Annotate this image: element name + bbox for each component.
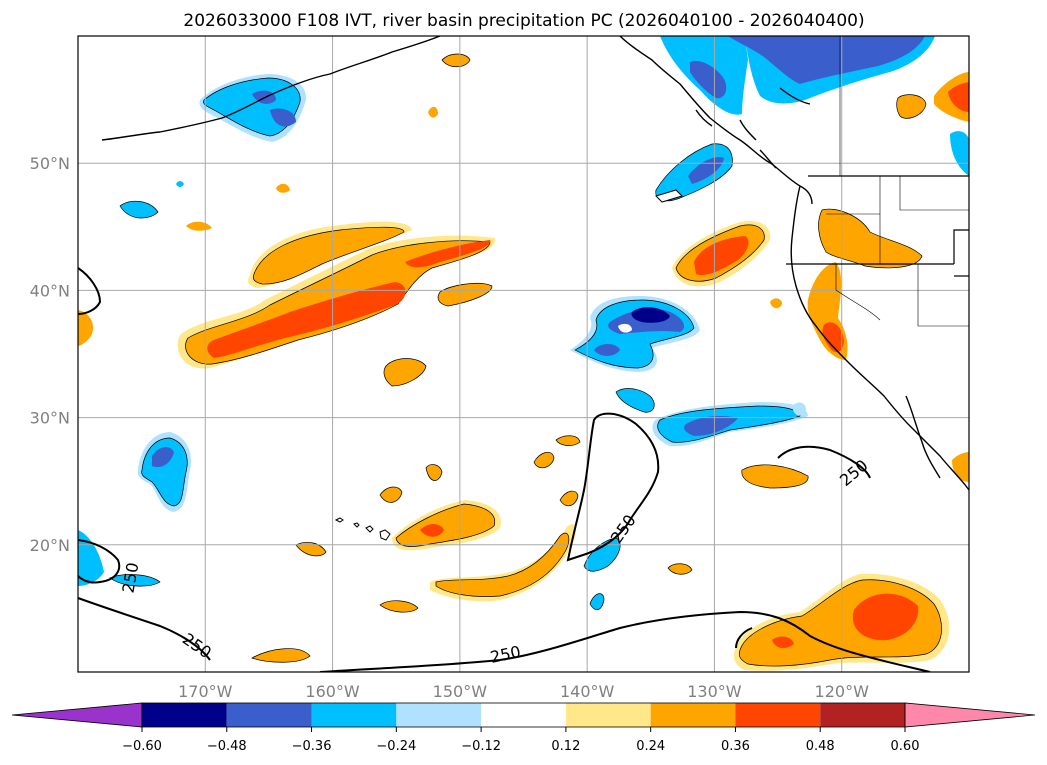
colorbar-cell [650,703,736,727]
colorbar-cell [142,703,227,727]
lon-tick-label: 160°W [305,682,360,701]
colorbar-tick-label: −0.60 [122,739,162,754]
lat-tick-label: 30°N [30,409,70,428]
colorbar-tick-label: −0.36 [292,739,332,754]
graticule [78,36,969,672]
positive-patches-subtropical [186,53,693,663]
state-borders [826,36,969,327]
negative-fields [78,36,969,611]
lon-tick-label: 140°W [560,682,615,701]
colorbar-cell [396,703,482,727]
map-frame [77,35,970,673]
colorbar: −0.60 −0.48 −0.36 −0.24 −0.12 0.12 0.24 0.36 0.4… [11,702,1036,754]
lon-tick-label: 150°W [433,682,488,701]
colorbar-tick-label: 0.48 [806,739,835,754]
lat-tick-label: 50°N [30,154,70,173]
latitude-labels: 50°N 40°N 30°N 20°N [30,154,70,555]
colorbar-tick-label: −0.48 [207,739,247,754]
colorbar-tick-label: 0.60 [891,739,920,754]
figure-title: 2026033000 F108 IVT, river basin precipi… [183,11,864,31]
islands [334,189,683,541]
colorbar-cells [11,702,1036,728]
ivt-250-contours [78,267,931,672]
longitude-labels: 170°W 160°W 150°W 140°W 130°W 120°W [178,682,869,701]
colorbar-extend-low [11,702,143,728]
positive-patches-coast [672,72,969,489]
colorbar-cell [735,703,821,727]
colorbar-tick-label: 0.12 [551,739,580,754]
colorbar-frame [141,702,906,728]
colorbar-tick-label: −0.24 [376,739,416,754]
colorbar-cell [820,703,905,727]
colorbar-cell [481,703,566,727]
colorbar-cell [565,703,651,727]
lon-tick-label: 120°W [815,682,870,701]
lat-tick-label: 40°N [30,281,70,300]
colorbar-tick-label: 0.24 [636,739,665,754]
precip-anomaly-fields [78,36,969,671]
colorbar-extend-high [904,702,1036,728]
coastlines [101,36,969,491]
lon-tick-label: 170°W [178,682,233,701]
colorbar-tick-labels: −0.60 −0.48 −0.36 −0.24 −0.12 0.12 0.24 0.36 0.4… [122,727,919,754]
national-borders [786,175,969,277]
colorbar-cell [311,703,397,727]
lat-tick-label: 20°N [30,536,70,555]
colorbar-tick-label: −0.12 [461,739,501,754]
positive-band-central [78,221,496,387]
colorbar-tick-label: 0.36 [721,739,750,754]
colorbar-cell [226,703,312,727]
lon-tick-label: 130°W [687,682,742,701]
